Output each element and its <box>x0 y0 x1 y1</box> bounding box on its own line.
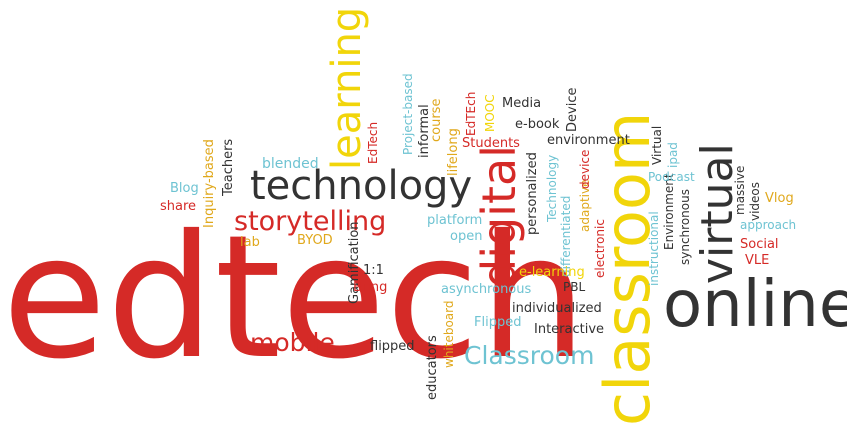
word-personalized: personalized <box>525 152 540 235</box>
word-students: Students <box>462 136 520 151</box>
word-platform: platform <box>427 213 483 228</box>
word-open: open <box>450 229 483 244</box>
word-project-based: Project-based <box>401 73 415 155</box>
word-environment: environment <box>547 133 630 148</box>
word-byod: BYOD <box>297 233 333 248</box>
word-mooc: MOOC <box>483 94 497 132</box>
word-mobile: mobile <box>250 328 335 357</box>
word-pbl: PBL <box>563 280 586 294</box>
word-massive: massive <box>733 165 747 215</box>
word-instructional: instructional <box>647 211 661 286</box>
word-synchronous: synchronous <box>678 189 692 265</box>
word-online: online <box>663 268 847 342</box>
word-media: Media <box>502 96 542 111</box>
word-interactive: Interactive <box>534 322 605 337</box>
word-whiteboard: whiteboard <box>442 300 456 369</box>
word-device: device <box>578 149 592 189</box>
word-electronic: electronic <box>593 219 607 278</box>
word-teachers: Teachers <box>221 138 236 196</box>
word-flipped-cap: Flipped <box>474 315 522 330</box>
word-edtech-small: EdTech <box>366 121 380 164</box>
word-technology-small: Technology <box>545 154 559 222</box>
word-approach: approach <box>740 218 797 232</box>
word-bring: Bring <box>353 280 388 295</box>
word-inquiry-based: Inquiry-based <box>202 139 217 228</box>
word-vle: VLE <box>745 253 770 268</box>
word-one-to-one: 1:1 <box>363 263 384 278</box>
word-technology: technology <box>250 163 473 209</box>
word-blog: Blog <box>170 181 199 196</box>
word-edtech-caps: EdTEch <box>464 91 478 136</box>
word-blended: blended <box>262 156 319 172</box>
word-lifelong: lifelong <box>446 128 461 176</box>
word-podcast: Podcast <box>648 170 695 184</box>
word-asynchronous: asynchronous <box>441 282 532 297</box>
word-educators: educators <box>425 335 440 400</box>
word-lab: lab <box>240 235 260 250</box>
word-flipped: flipped <box>370 339 415 354</box>
word-share: share <box>160 199 197 214</box>
word-course: course <box>429 98 444 142</box>
word-digital: digital <box>472 145 526 288</box>
word-vlog: Vlog <box>765 191 794 206</box>
word-individualized: individualized <box>512 301 602 316</box>
word-social: Social <box>740 237 779 252</box>
word-ipad: ipad <box>666 142 680 168</box>
word-edtech: edtech <box>2 199 587 397</box>
word-ebook: e-book <box>515 117 560 132</box>
word-device-cap: Device <box>565 87 580 132</box>
word-classroom: Classroom <box>464 341 595 370</box>
word-learning: learning <box>324 6 370 170</box>
word-virtual-small: Virtual <box>650 125 664 165</box>
word-storytelling: storytelling <box>234 206 387 237</box>
word-elearning: e-learning <box>519 265 585 280</box>
word-videos: videos <box>748 181 762 221</box>
word-environment-vertical: Environment <box>662 173 676 250</box>
